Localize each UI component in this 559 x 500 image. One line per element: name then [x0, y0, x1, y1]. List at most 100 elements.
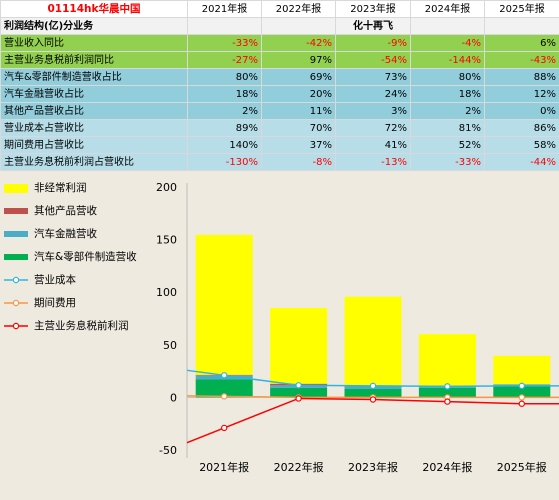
- y-tick-label: 100: [156, 286, 177, 299]
- profit-structure-chart: -50 0 50 100 150 200 2021年报 2022年报 2023年报 2024年报 2…: [156, 181, 559, 474]
- x-tick-label: 2021年报: [199, 460, 249, 474]
- table-cell: 97%: [261, 51, 336, 69]
- year-header: 2022年报: [261, 0, 336, 18]
- table-cell: -42%: [261, 34, 336, 52]
- bar-segment: [493, 385, 551, 398]
- legend-swatch: [4, 318, 28, 334]
- bar-segment: [344, 388, 402, 398]
- table-cell: 81%: [410, 119, 485, 137]
- header-row: 01114hk华晨中国 2021年报 2022年报 2023年报 2024年报 …: [0, 0, 559, 18]
- line-point: [220, 393, 228, 400]
- table-cell: 37%: [261, 136, 336, 154]
- table-cell: 18%: [187, 85, 262, 103]
- line-point: [220, 372, 228, 379]
- table-cell: 12%: [484, 85, 559, 103]
- table-cell: -27%: [187, 51, 262, 69]
- table-cell: 18%: [410, 85, 485, 103]
- row-label: 营业成本占营收比: [0, 119, 188, 137]
- legend-label: 汽车金融营收: [34, 228, 97, 240]
- legend-label: 非经常利润: [34, 182, 87, 194]
- table-row: 其他产品营收占比 2% 11% 3% 2% 0%: [0, 102, 559, 120]
- table-cell: 11%: [261, 102, 336, 120]
- x-tick-label: 2024年报: [422, 460, 472, 474]
- year-header: 2024年报: [410, 0, 485, 18]
- row-label: 主营业务息税前利润占营收比: [0, 153, 188, 171]
- bar-segment: [270, 307, 328, 384]
- row-label: 期间费用占营收比: [0, 136, 188, 154]
- x-tick-label: 2023年报: [348, 460, 398, 474]
- row-label: 主营业务息税前利润同比: [0, 51, 188, 69]
- table-cell: 80%: [410, 68, 485, 86]
- table-cell: 3%: [335, 102, 411, 120]
- legend-label: 期间费用: [34, 297, 76, 309]
- x-tick-label: 2022年报: [274, 460, 324, 474]
- y-tick-label: 200: [156, 181, 177, 194]
- bar-segment: [270, 387, 328, 398]
- table-cell: -33%: [187, 34, 262, 52]
- row-label: 汽车金融营收占比: [0, 85, 188, 103]
- table-cell: -4%: [410, 34, 485, 52]
- bar-segment: [493, 355, 551, 385]
- table-cell: 6%: [484, 34, 559, 52]
- legend-swatch: [4, 226, 28, 242]
- y-tick-label: 0: [170, 391, 177, 404]
- table-cell: 73%: [335, 68, 411, 86]
- legend-swatch: [4, 249, 28, 265]
- table-cell: 86%: [484, 119, 559, 137]
- table-cell: -44%: [484, 153, 559, 171]
- unit-label: 化十再飞: [335, 17, 411, 35]
- chart-legend: 非经常利润 其他产品营收 汽车金融营收 汽车&零部件制造营收 营业成本 期间费用 主营业务息…: [0, 176, 180, 346]
- table-cell: 24%: [335, 85, 411, 103]
- table-cell: 52%: [410, 136, 485, 154]
- table-cell: 88%: [484, 68, 559, 86]
- table-row: 营业收入同比 -33% -42% -9% -4% 6%: [0, 34, 559, 52]
- table-cell: 89%: [187, 119, 262, 137]
- year-header: 2025年报: [484, 0, 559, 18]
- line-point: [518, 382, 526, 390]
- line-point: [220, 424, 228, 432]
- profit-structure-table: 01114hk华晨中国 2021年报 2022年报 2023年报 2024年报 …: [0, 0, 559, 171]
- line-point: [518, 400, 526, 407]
- legend-swatch: [4, 180, 28, 196]
- table-cell: 69%: [261, 68, 336, 86]
- table-row: 汽车&零部件制造营收占比 80% 69% 73% 80% 88%: [0, 68, 559, 86]
- section-label: 利润结构(亿)分业务: [0, 17, 188, 35]
- year-header: 2021年报: [187, 0, 262, 18]
- y-tick-label: -50: [159, 444, 177, 457]
- table-cell: 2%: [410, 102, 485, 120]
- table-row: 主营业务息税前利润占营收比 -130% -8% -13% -33% -44%: [0, 153, 559, 171]
- line-series: [186, 397, 559, 444]
- bar-segment: [418, 387, 476, 398]
- table-cell: 58%: [484, 136, 559, 154]
- row-label: 其他产品营收占比: [0, 102, 188, 120]
- table-cell: 41%: [335, 136, 411, 154]
- table-cell: 20%: [261, 85, 336, 103]
- table-cell: -13%: [335, 153, 411, 171]
- legend-label: 主营业务息税前利润: [34, 320, 129, 332]
- line-point: [369, 396, 377, 403]
- table-cell: -43%: [484, 51, 559, 69]
- table-cell: -9%: [335, 34, 411, 52]
- table-cell: -33%: [410, 153, 485, 171]
- legend-swatch: [4, 295, 28, 311]
- table-row: 主营业务息税前利润同比 -27% 97% -54% -144% -43%: [0, 51, 559, 69]
- bar-segment: [195, 234, 253, 375]
- table-cell: 70%: [261, 119, 336, 137]
- table-cell: 2%: [187, 102, 262, 120]
- legend-label: 其他产品营收: [34, 205, 97, 217]
- company-title: 01114hk华晨中国: [0, 0, 188, 18]
- legend-label: 营业成本: [34, 274, 76, 286]
- year-header: 2023年报: [335, 0, 411, 18]
- line-point: [369, 382, 377, 390]
- line-point: [518, 394, 526, 401]
- line-point: [295, 382, 302, 389]
- y-tick-label: 150: [156, 234, 177, 247]
- section-row: 利润结构(亿)分业务 化十再飞: [0, 17, 559, 35]
- table-row: 期间费用占营收比 140% 37% 41% 52% 58%: [0, 136, 559, 154]
- table-cell: 140%: [187, 136, 262, 154]
- table-cell: -54%: [335, 51, 411, 69]
- row-label: 汽车&零部件制造营收占比: [0, 68, 188, 86]
- x-tick-label: 2025年报: [497, 460, 547, 474]
- bar-segment: [195, 379, 253, 398]
- bar-segment: [344, 296, 402, 387]
